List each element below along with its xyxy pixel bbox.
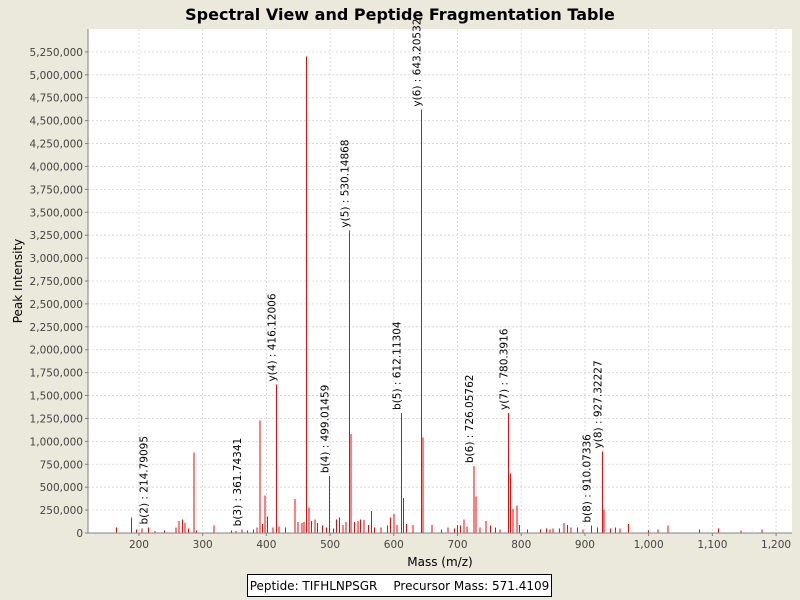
peak-annotation-6: y(6) : 643.20532 (411, 19, 423, 107)
peak-annotation-7: b(6) : 726.05762 (464, 375, 476, 464)
x-tick-label-1: 300 (193, 539, 213, 551)
peptide-legend: Peptide: TIFHLNPSGR Precursor Mass: 571.… (247, 574, 552, 597)
y-tick-label-1: 250,000 (40, 505, 83, 517)
x-tick-label-6: 800 (511, 539, 531, 551)
y-tick-label-15: 3,750,000 (30, 184, 83, 196)
y-tick-label-2: 500,000 (40, 482, 83, 494)
x-tick-label-0: 200 (129, 539, 149, 551)
chart-title: Spectral View and Peptide Fragmentation … (185, 5, 615, 24)
y-tick-label-18: 4,500,000 (30, 116, 83, 128)
peak-annotation-1: b(3) : 361.74341 (232, 438, 244, 527)
peak-annotation-8: y(7) : 780.3916 (499, 328, 511, 410)
y-tick-label-8: 2,000,000 (30, 345, 83, 357)
y-axis-ticks: 0 250,000 500,000 750,000 1,000,000 1,250,000… (30, 47, 88, 540)
y-tick-label-21: 5,250,000 (30, 47, 83, 59)
x-axis-label: Mass (m/z) (407, 555, 472, 569)
peak-annotation-4: y(5) : 530.14868 (339, 140, 351, 228)
x-tick-label-5: 700 (447, 539, 467, 551)
peak-annotation-3: b(4) : 499.01459 (319, 385, 331, 474)
y-tick-label-14: 3,500,000 (30, 207, 83, 219)
x-axis-ticks: 200 300 400 500 600 700 800 900 1,000 1,100 1,200 (129, 533, 791, 551)
precursor-mass-label: Precursor Mass: 571.4109 (393, 578, 550, 593)
y-axis-label: Peak Intensity (11, 239, 25, 324)
y-tick-label-19: 4,750,000 (30, 93, 83, 105)
y-tick-label-3: 750,000 (40, 459, 83, 471)
x-tick-label-9: 1,100 (697, 539, 727, 551)
y-tick-label-9: 2,250,000 (30, 322, 83, 334)
y-tick-label-10: 2,500,000 (30, 299, 83, 311)
x-tick-label-2: 400 (256, 539, 276, 551)
y-tick-label-0: 0 (76, 528, 83, 540)
peak-annotation-5: b(5) : 612.11304 (392, 321, 404, 410)
peak-annotation-9: b(8) : 910.07336 (581, 434, 593, 523)
y-tick-label-17: 4,250,000 (30, 139, 83, 151)
x-tick-label-7: 900 (575, 539, 595, 551)
grid-lines (88, 29, 792, 533)
y-tick-label-16: 4,000,000 (30, 161, 83, 173)
peak-annotations: b(2) : 214.79095 b(3) : 361.74341 y(4) : 4… (138, 19, 604, 527)
y-tick-label-5: 1,250,000 (30, 413, 83, 425)
peak-annotation-2: y(4) : 416.12006 (267, 293, 279, 381)
peak-annotation-10: y(8) : 927.32227 (592, 360, 604, 448)
x-tick-label-8: 1,000 (634, 539, 664, 551)
y-tick-label-11: 2,750,000 (30, 276, 83, 288)
peptide-label: Peptide: TIFHLNPSGR (249, 578, 378, 593)
peaks-series (116, 56, 763, 533)
x-tick-label-3: 500 (320, 539, 340, 551)
y-tick-label-20: 5,000,000 (30, 70, 83, 82)
y-tick-label-7: 1,750,000 (30, 368, 83, 380)
y-tick-label-13: 3,250,000 (30, 230, 83, 242)
y-tick-label-4: 1,000,000 (30, 436, 83, 448)
peak-annotation-0: b(2) : 214.79095 (138, 436, 150, 525)
x-tick-label-4: 600 (384, 539, 404, 551)
y-tick-label-6: 1,500,000 (30, 391, 83, 403)
y-tick-label-12: 3,000,000 (30, 253, 83, 265)
x-tick-label-10: 1,200 (761, 539, 791, 551)
